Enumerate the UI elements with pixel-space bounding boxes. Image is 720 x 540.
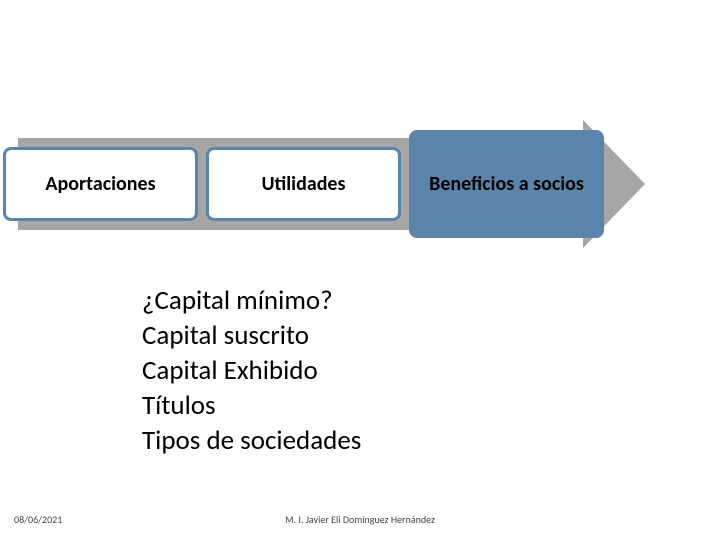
- footer-author: M. I. Javier Eli Domínguez Hernández: [0, 513, 720, 526]
- arrow-box-label: Utilidades: [262, 173, 346, 196]
- arrow-box-utilidades: Utilidades: [206, 147, 401, 221]
- arrow-box-label: Aportaciones: [45, 173, 155, 196]
- arrow-diagram: Aportaciones Utilidades Beneficios a soc…: [3, 130, 658, 238]
- bullet-item: Tipos de sociedades: [142, 423, 361, 458]
- arrow-box-label: Beneficios a socios: [429, 173, 584, 196]
- arrow-box-beneficios: Beneficios a socios: [409, 130, 604, 238]
- bullet-item: Títulos: [142, 388, 361, 423]
- bullet-item: Capital suscrito: [142, 318, 361, 353]
- bullet-list: ¿Capital mínimo? Capital suscrito Capita…: [142, 283, 361, 458]
- bullet-item: Capital Exhibido: [142, 353, 361, 388]
- bullet-item: ¿Capital mínimo?: [142, 283, 361, 318]
- arrow-box-aportaciones: Aportaciones: [3, 147, 198, 221]
